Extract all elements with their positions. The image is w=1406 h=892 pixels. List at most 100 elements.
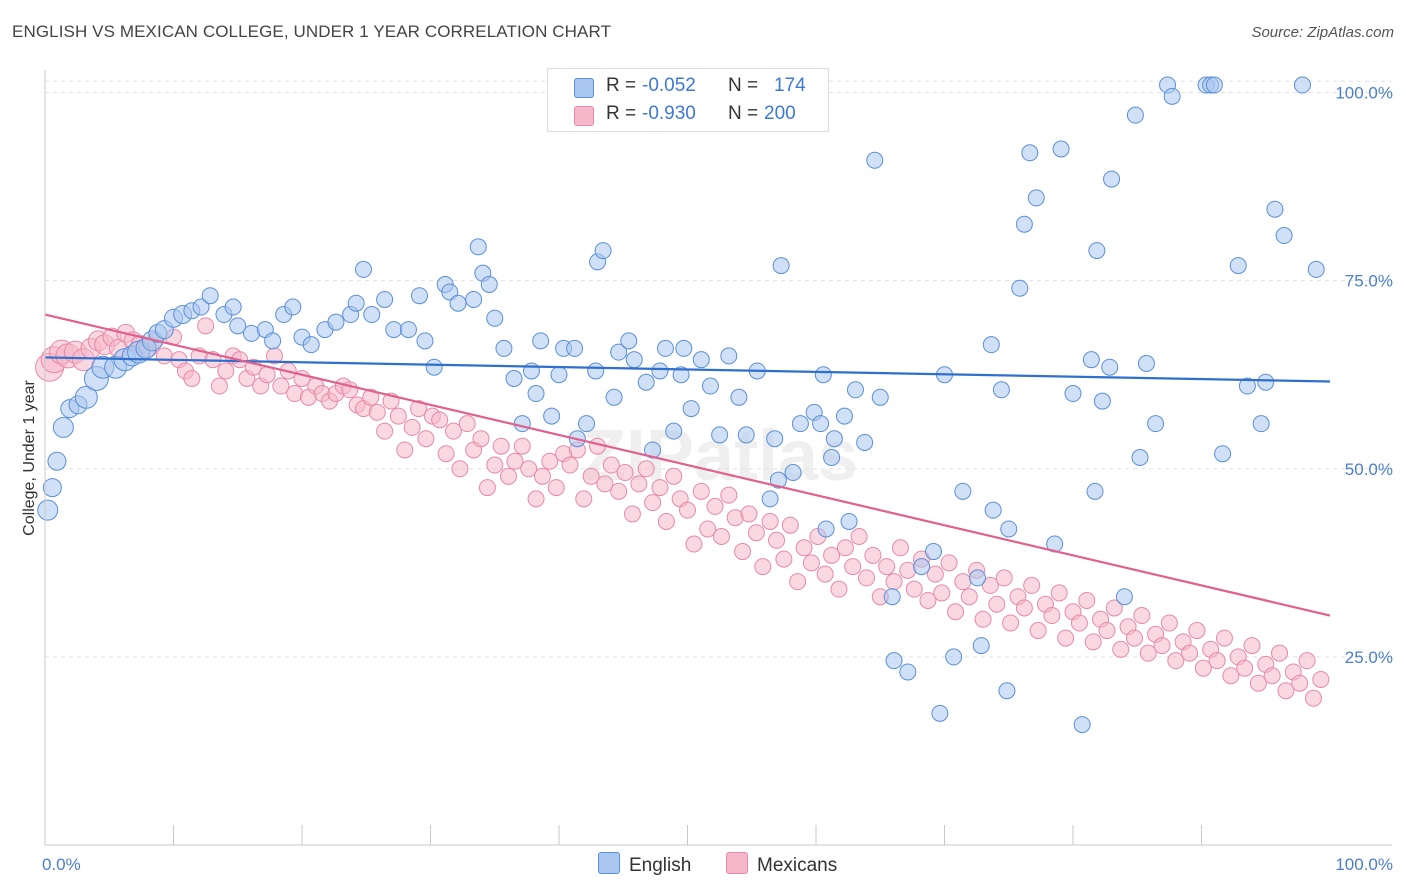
english-point [1000, 520, 1018, 538]
mexicans-point [1160, 614, 1178, 632]
mexicans-point [1153, 637, 1171, 655]
mexicans-point [431, 411, 449, 429]
english-point [578, 415, 596, 433]
english-point [682, 400, 700, 418]
english-point [1082, 351, 1100, 369]
english-point [1115, 588, 1133, 606]
mexicans-point [795, 539, 813, 557]
english-point [1027, 189, 1045, 207]
mexicans-point [258, 366, 276, 384]
mexicans-point [1070, 614, 1088, 632]
mexicans-point [1125, 629, 1143, 647]
english-point [605, 388, 623, 406]
bottom-legend-english: English [598, 852, 691, 877]
english-point [47, 451, 67, 471]
mexicans-point [781, 516, 799, 534]
mexicans-point [1105, 599, 1123, 617]
mexicans-point [1133, 607, 1151, 625]
mexicans-point [734, 543, 752, 561]
english-point [856, 433, 874, 451]
mexicans-point [500, 467, 518, 485]
mexicans-legend-label: Mexicans [757, 855, 838, 876]
mexicans-legend-swatch [726, 852, 748, 874]
english-point [883, 588, 901, 606]
mexicans-point [1050, 584, 1068, 602]
english-trend-line [44, 356, 1331, 383]
mexicans-point [1084, 633, 1102, 651]
mexicans-point [492, 437, 510, 455]
mexicans-point [1139, 644, 1157, 662]
english-point [264, 332, 282, 350]
english-point [486, 309, 504, 327]
english-point [692, 351, 710, 369]
english-point [954, 482, 972, 500]
english-point [840, 512, 858, 530]
mexicans-point [1029, 622, 1047, 640]
english-point [410, 287, 428, 305]
axes: 25.0% 50.0% 75.0% 100.0% 0.0% 100.0% [42, 70, 1393, 874]
english-point [376, 290, 394, 308]
mexicans-point [403, 418, 421, 436]
english-point [1073, 716, 1091, 734]
english-point [1052, 140, 1070, 158]
english-point [42, 478, 62, 498]
mexicans-point [740, 505, 758, 523]
english-point [1307, 260, 1325, 278]
mexicans-point [362, 388, 380, 406]
english-point [327, 313, 345, 331]
mexicans-point [864, 546, 882, 564]
english-point [495, 339, 513, 357]
english-point [871, 388, 889, 406]
mexicans-point [210, 377, 228, 395]
english-point [665, 422, 683, 440]
english-point [972, 637, 990, 655]
mexicans-point [451, 460, 469, 478]
english-point [651, 362, 669, 380]
mexicans-point [960, 588, 978, 606]
mexicans-point [596, 475, 614, 493]
english-point [1086, 482, 1104, 500]
mexicans-point [857, 569, 875, 587]
english-point [399, 321, 417, 339]
english-point [532, 332, 550, 350]
english-point [1021, 144, 1039, 162]
mexicans-point [1023, 576, 1041, 594]
english-point [347, 294, 365, 312]
mexicans-point [768, 531, 786, 549]
mexicans-point [1112, 640, 1130, 658]
english-point [1147, 415, 1165, 433]
english-point [791, 415, 809, 433]
english-point [74, 385, 98, 409]
mexicans-point [988, 595, 1006, 613]
english-point [772, 257, 790, 275]
legend-row-english: R = -0.052 N = 174 [548, 73, 828, 101]
mexicans-point [389, 407, 407, 425]
english-point [913, 558, 931, 576]
mexicans-point [699, 520, 717, 538]
english-point [812, 415, 830, 433]
english-point [513, 415, 531, 433]
english-legend-label: English [629, 855, 692, 876]
english-point [1275, 227, 1293, 245]
mexicans-point [1304, 689, 1322, 707]
english-point [711, 426, 729, 444]
mexicans-point [692, 482, 710, 500]
english-point [945, 648, 963, 666]
mexicans-point [789, 573, 807, 591]
english-point [385, 321, 403, 339]
mexicans-point [458, 415, 476, 433]
english-point [550, 366, 568, 384]
mexicans-point [1194, 659, 1212, 677]
mexicans-swatch [574, 106, 594, 126]
english-point [969, 569, 987, 587]
english-point [1126, 106, 1144, 124]
mexicans-point [527, 490, 545, 508]
mexicans-point [754, 558, 772, 576]
mexicans-point [1298, 652, 1316, 670]
mexicans-point [513, 437, 531, 455]
english-point [835, 407, 853, 425]
source-label: Source: ZipAtlas.com [1251, 24, 1394, 41]
english-point [201, 287, 219, 305]
mexicans-point [1249, 674, 1267, 692]
y-tick-label: 75.0% [1345, 272, 1393, 291]
